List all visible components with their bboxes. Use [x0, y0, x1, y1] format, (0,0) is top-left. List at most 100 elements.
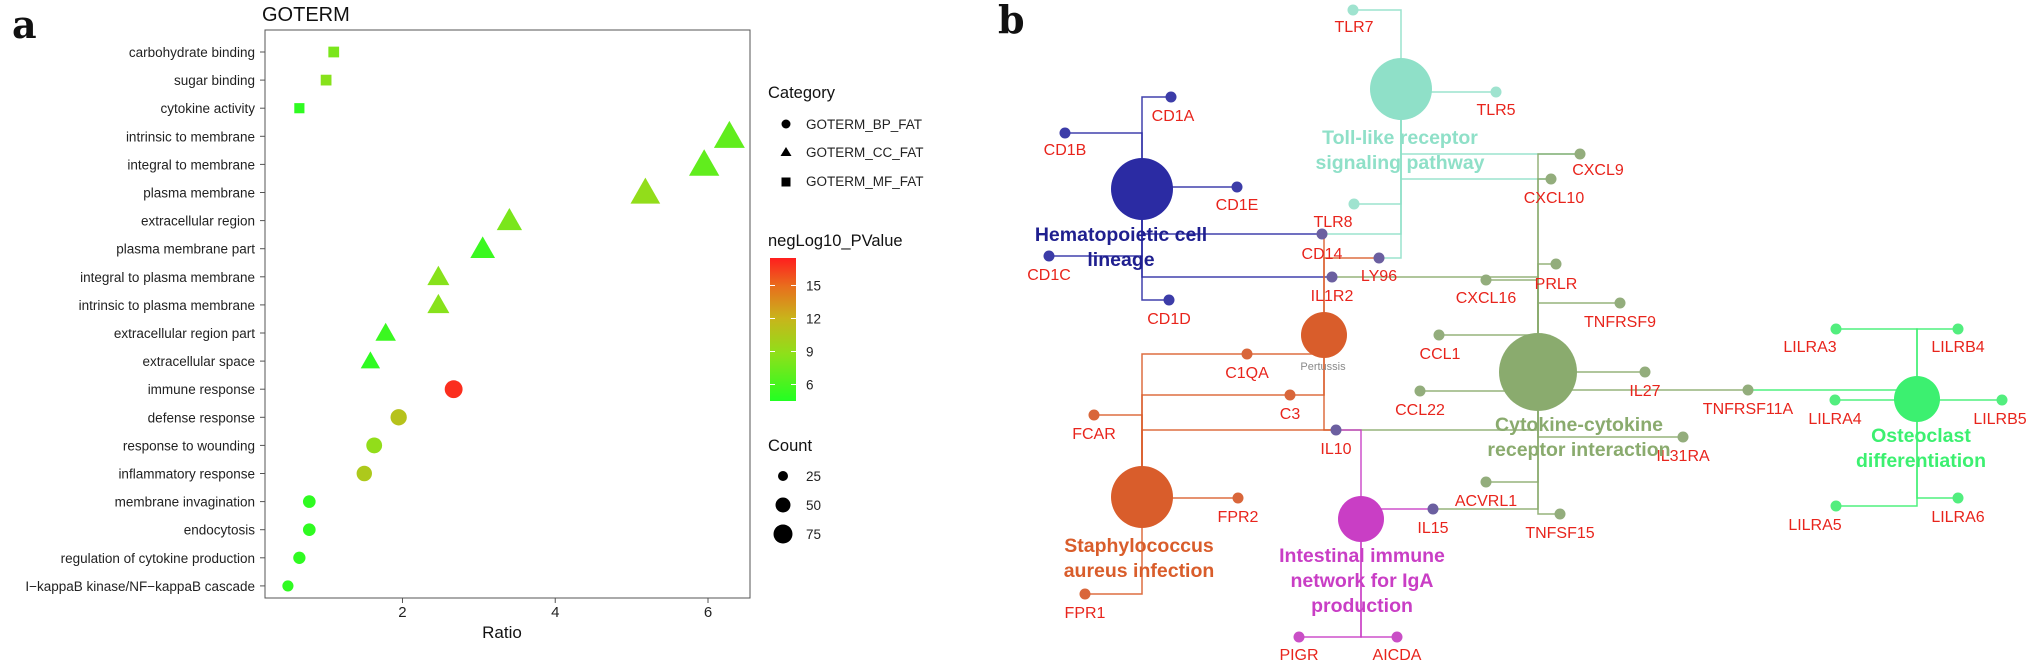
gene-label: LILRB5 — [1973, 411, 2026, 428]
gene-label: CCL22 — [1395, 402, 1445, 419]
point-circle — [302, 523, 316, 537]
pathway-hub-pert — [1301, 312, 1347, 358]
category-labels: carbohydrate binding sugar binding cytokin… — [25, 45, 265, 594]
category-label: I−kappaB kinase/NF−kappaB cascade — [25, 579, 255, 594]
colorbar-ticks: 15 12 9 6 — [770, 279, 821, 393]
point-triangle — [496, 207, 523, 231]
point-circle — [366, 437, 383, 454]
legend-count-75-icon — [773, 524, 793, 544]
gene-node — [1231, 181, 1243, 193]
gene-label: IL1R2 — [1311, 288, 1354, 305]
category-label: endocytosis — [184, 523, 256, 538]
gene-label: CD14 — [1302, 246, 1343, 263]
gene-node — [1574, 148, 1586, 160]
gene-node — [1079, 588, 1091, 600]
legend-category-bp: GOTERM_BP_FAT — [806, 117, 922, 132]
gene-label: LILRA6 — [1931, 509, 1984, 526]
gene-node — [1490, 86, 1502, 98]
gene-node — [1232, 492, 1244, 504]
gene-node — [1326, 271, 1338, 283]
category-label: carbohydrate binding — [129, 45, 255, 60]
gene-label: CXCL9 — [1572, 162, 1624, 179]
pathway-label-cyto: receptor interaction — [1487, 439, 1670, 461]
point-circle — [390, 409, 407, 426]
network-edge — [1085, 497, 1143, 595]
gene-node — [1284, 389, 1296, 401]
gene-node — [1554, 508, 1566, 520]
pathway-labels: Hematopoietic cell lineage Toll-like recep… — [1035, 127, 1986, 617]
panel-b-letter: b — [998, 0, 1025, 42]
gene-node — [1639, 366, 1651, 378]
pathway-label-hema: lineage — [1087, 249, 1154, 271]
point-triangle — [427, 293, 450, 314]
legend-count-50-icon — [775, 497, 791, 513]
gene-node — [1952, 492, 1964, 504]
panel-a-letter: a — [12, 2, 37, 47]
gene-label: LILRB4 — [1931, 339, 1984, 356]
legend-circle-icon — [781, 119, 791, 129]
pathway-label-osteo: Osteoclast — [1871, 425, 1971, 447]
category-label: regulation of cytokine production — [61, 551, 255, 566]
panel-a-goterm-chart: a GOTERM carbohydrate binding sugar bindi… — [12, 2, 924, 642]
gene-node — [1293, 631, 1305, 643]
gene-node — [1348, 198, 1360, 210]
gene-node — [1742, 384, 1754, 396]
gene-label: AICDA — [1373, 647, 1422, 663]
x-tick-label: 6 — [704, 604, 712, 621]
panel-b-pathway-network: b TLR7 TLR5 CXCL9 CXCL10 TLR8 CD14 LY96 CD1A CD1… — [998, 0, 2027, 663]
gene-labels: TLR7 TLR5 CXCL9 CXCL10 TLR8 CD14 LY96 CD1A CD1B C… — [1027, 19, 2027, 663]
pathway-label-hema: Hematopoietic cell — [1035, 224, 1207, 246]
gene-node — [1391, 631, 1403, 643]
gene-label: TLR8 — [1313, 214, 1352, 231]
point-circle — [302, 495, 316, 508]
category-label: membrane invagination — [115, 495, 255, 510]
point-triangle — [427, 265, 450, 286]
x-axis-ticks: 2 4 6 — [398, 598, 712, 621]
category-label: integral to plasma membrane — [80, 270, 255, 285]
point-triangle — [630, 177, 661, 204]
gene-node — [1830, 500, 1842, 512]
category-label: extracellular space — [142, 354, 255, 369]
gene-label: ACVRL1 — [1455, 493, 1517, 510]
gene-label: LILRA5 — [1788, 517, 1841, 534]
legend-count-50: 50 — [806, 498, 821, 513]
gene-node — [1373, 252, 1385, 264]
gene-node — [1414, 385, 1426, 397]
pathway-hub-cyto — [1499, 333, 1577, 411]
colorbar-tick-label: 15 — [806, 279, 821, 294]
legend-triangle-icon — [780, 147, 792, 156]
point-triangle — [713, 120, 745, 148]
gene-label: LY96 — [1361, 268, 1397, 285]
gene-node — [1952, 323, 1964, 335]
gene-label: PRLR — [1535, 276, 1578, 293]
network-edge — [1916, 399, 1958, 499]
legend-category-mf: GOTERM_MF_FAT — [806, 174, 924, 189]
gene-node — [1433, 329, 1445, 341]
x-tick-label: 4 — [551, 604, 559, 621]
network-edge — [1379, 89, 1402, 259]
gene-label: CXCL10 — [1524, 190, 1585, 207]
pathway-label-tlr: Toll-like receptor — [1322, 127, 1478, 149]
gene-label: CD1D — [1147, 311, 1191, 328]
chart-title: GOTERM — [262, 4, 350, 26]
point-square — [294, 103, 305, 114]
point-triangle — [360, 351, 381, 369]
gene-node — [1427, 503, 1439, 515]
category-label: immune response — [148, 382, 255, 397]
gene-label: LILRA3 — [1783, 339, 1836, 356]
category-label: intrinsic to plasma membrane — [79, 298, 255, 313]
point-square — [320, 74, 332, 86]
gene-label: PIGR — [1279, 647, 1318, 663]
gene-node — [1614, 297, 1626, 309]
network-edge — [1336, 429, 1362, 519]
gene-node — [1480, 274, 1492, 286]
category-label: cytokine activity — [160, 101, 255, 116]
pathway-hub-staph — [1111, 466, 1173, 528]
point-circle — [356, 465, 372, 482]
legend-count-25-icon — [778, 471, 788, 481]
x-tick-label: 2 — [398, 604, 406, 621]
category-label: response to wounding — [123, 438, 255, 453]
gene-node — [1241, 348, 1253, 360]
gene-label: TNFSF15 — [1525, 525, 1594, 542]
gene-label: FPR2 — [1218, 509, 1259, 526]
